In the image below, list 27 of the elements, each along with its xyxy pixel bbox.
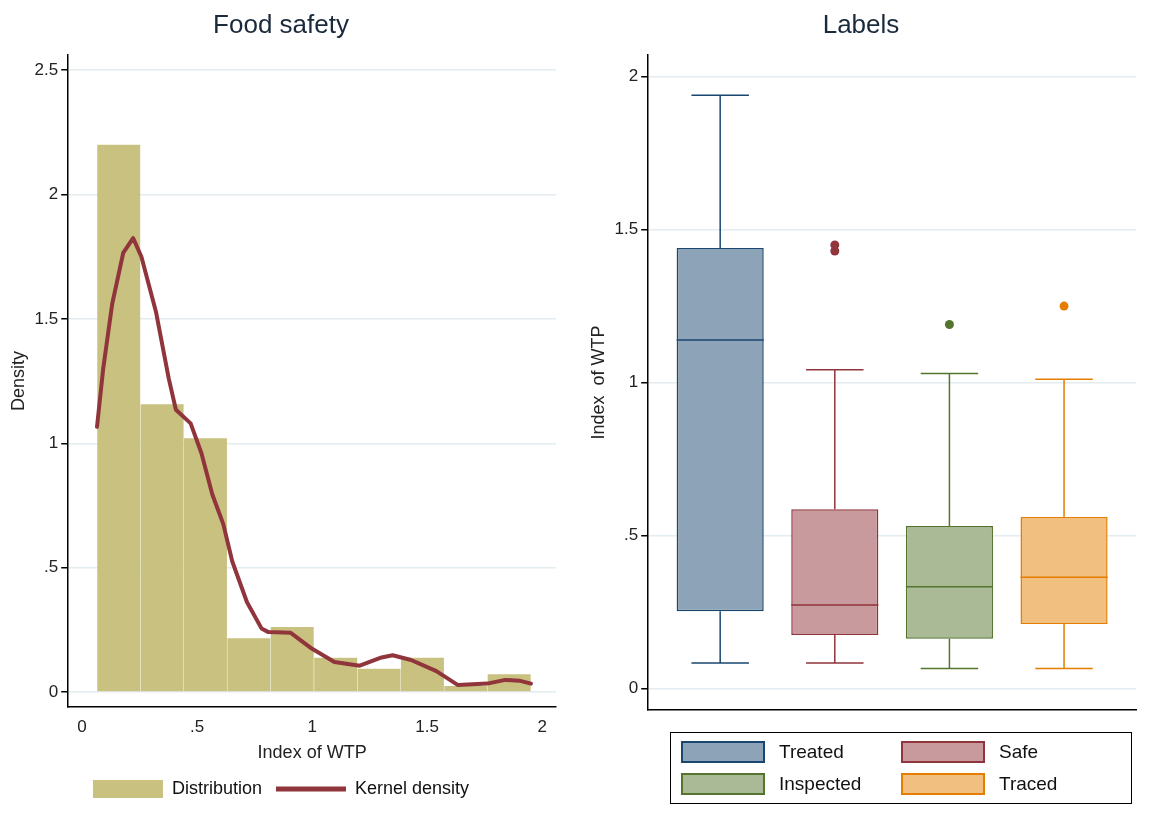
y-tick-label: 2.5 bbox=[34, 59, 59, 79]
legend-label: Kernel density bbox=[354, 777, 470, 798]
legend-label: Traced bbox=[999, 773, 1058, 795]
x-tick-label: 2 bbox=[537, 716, 547, 736]
y-axis-title: Index of WTP bbox=[587, 325, 608, 440]
legend-label: Distribution bbox=[171, 777, 262, 798]
y-tick-label: .5 bbox=[44, 557, 59, 577]
y-tick-label: 1 bbox=[48, 432, 59, 452]
x-axis-title: Index of WTP bbox=[257, 742, 367, 763]
x-tick-label: .5 bbox=[189, 716, 205, 736]
x-tick-label: 1.5 bbox=[415, 716, 439, 736]
y-tick-label: 2 bbox=[48, 184, 59, 204]
y-tick-label: 2 bbox=[628, 66, 639, 86]
y-axis-title: Density bbox=[7, 351, 28, 412]
x-tick-label: 1 bbox=[307, 716, 317, 736]
y-tick-label: 1.5 bbox=[34, 308, 59, 328]
chart-title: Labels bbox=[822, 8, 900, 39]
legend-label: Inspected bbox=[779, 773, 862, 795]
chart-title: Food safety bbox=[213, 8, 349, 39]
y-tick-label: 1 bbox=[628, 372, 639, 392]
legend-label: Treated bbox=[779, 741, 844, 763]
y-tick-label: 0 bbox=[628, 678, 639, 698]
y-tick-label: .5 bbox=[624, 525, 639, 545]
y-tick-label: 0 bbox=[48, 681, 59, 701]
y-tick-label: 1.5 bbox=[614, 219, 639, 239]
legend-label: Safe bbox=[999, 741, 1039, 763]
x-tick-label: 0 bbox=[77, 716, 87, 736]
